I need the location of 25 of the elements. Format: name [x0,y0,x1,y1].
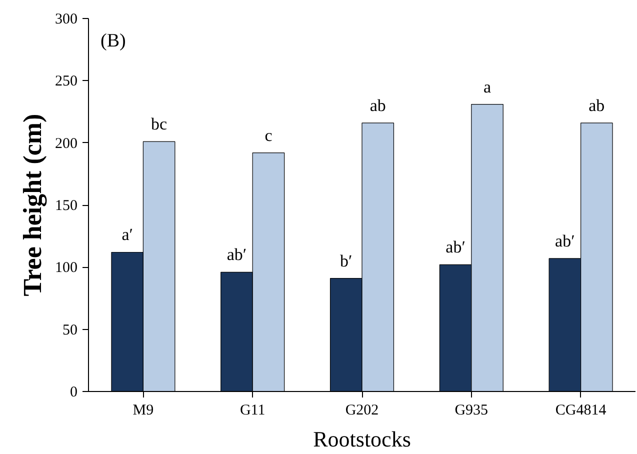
annotation: ab′ [446,238,466,257]
y-tick-label: 100 [55,260,78,276]
x-axis-title: Rootstocks [313,426,411,452]
annotation: bc [151,114,168,134]
annotation: ab′ [226,245,247,264]
y-tick-label: 250 [55,74,78,90]
annotation: c [264,126,273,145]
y-tick-label: 150 [55,198,78,214]
x-tick-label: G202 [345,402,379,418]
annotation: a [483,77,492,96]
y-tick-label: 200 [55,136,78,152]
y-tick-label: 0 [70,384,78,400]
y-axis-title: Tree height (cm) [18,114,47,296]
x-tick-label: M9 [132,402,154,418]
annotation: a′ [122,225,133,244]
x-tick-label: G11 [240,402,266,418]
y-tick-label: 300 [55,12,78,28]
annotation: (B) [100,30,126,52]
annotation: ab [588,96,605,115]
y-tick-label: 50 [62,322,78,338]
annotation: b′ [340,251,352,270]
x-tick-label: G935 [454,402,488,418]
annotation: ab′ [555,231,575,250]
annotation: ab [370,96,386,115]
x-tick-label: CG4814 [555,402,607,418]
